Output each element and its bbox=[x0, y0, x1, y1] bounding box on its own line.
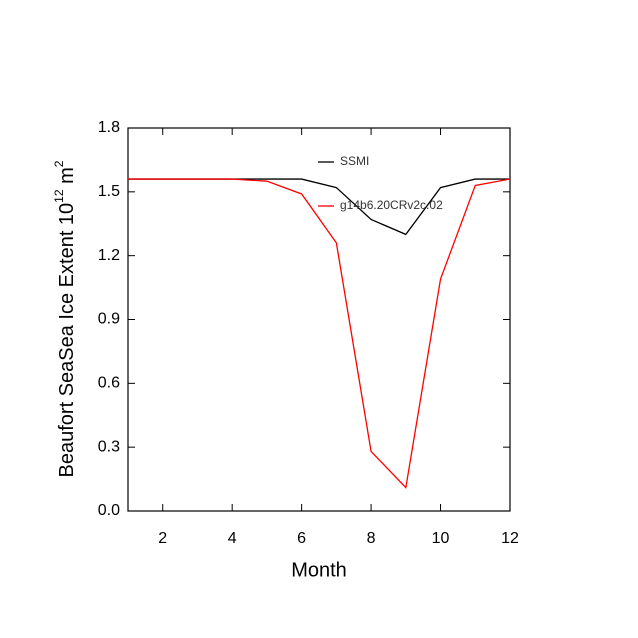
y-label-unit: m bbox=[56, 167, 78, 189]
x-tick-label: 2 bbox=[158, 530, 167, 547]
y-label-unit-exponent: 2 bbox=[52, 160, 66, 167]
y-tick-label: 0.9 bbox=[98, 311, 120, 328]
y-tick-label: 1.5 bbox=[98, 183, 120, 200]
x-tick-label: 4 bbox=[228, 530, 237, 547]
y-tick-label: 1.2 bbox=[98, 247, 120, 264]
y-axis-label: Beaufort SeaSea Ice Extent 1012 m2 bbox=[52, 160, 78, 477]
legend-label: g14b6.20CRv2c.02 bbox=[340, 198, 443, 212]
series-line bbox=[128, 178, 510, 236]
series-line bbox=[128, 178, 511, 489]
x-axis-label: Month bbox=[291, 559, 347, 581]
x-tick-label: 6 bbox=[297, 530, 306, 547]
y-tick-label: 0.0 bbox=[98, 502, 120, 519]
x-tick-label: 10 bbox=[432, 530, 450, 547]
plot-frame bbox=[127, 127, 511, 512]
y-label-exponent: 12 bbox=[52, 189, 66, 203]
y-tick-label: 0.6 bbox=[98, 375, 120, 392]
y-label-text: Beaufort SeaSea Ice Extent 10 bbox=[56, 203, 78, 478]
y-tick-label: 1.8 bbox=[98, 119, 120, 136]
legend-label: SSMI bbox=[340, 154, 369, 168]
x-tick-label: 12 bbox=[501, 530, 519, 547]
y-tick-label: 0.3 bbox=[98, 438, 120, 455]
x-tick-label: 8 bbox=[367, 530, 376, 547]
